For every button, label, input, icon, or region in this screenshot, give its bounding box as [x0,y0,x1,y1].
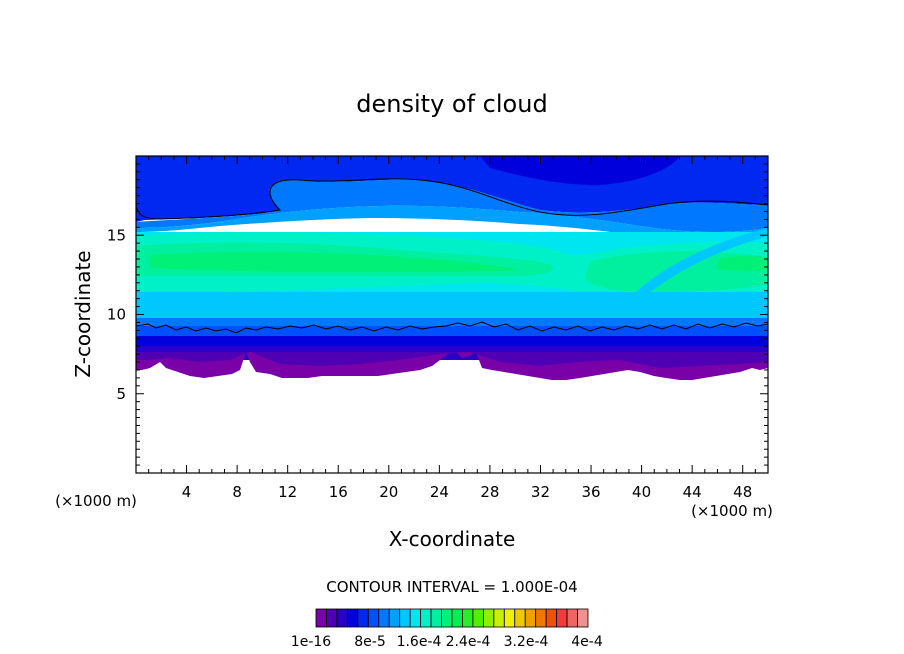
colorbar-swatch [524,608,537,628]
colorbar-swatch [430,608,442,628]
x-tick-label: 20 [379,483,398,501]
colorbar-swatch [503,608,516,628]
colorbar-label: 8e-5 [354,634,385,650]
band-dark-purple [136,352,768,368]
contour-field [136,156,768,473]
x-axis-title: X-coordinate [389,527,516,551]
x-unit-label-left: (×1000 m) [55,492,137,510]
x-tick-label: 28 [480,483,499,501]
y-tick-label: 15 [107,226,126,244]
plume-streak [612,228,768,322]
colorbar-labels: 1e-16 8e-5 1.6e-4 2.4e-4 3.2e-4 4e-4 [291,634,603,650]
x-tick-label: 48 [733,483,752,501]
band-light-blue [136,205,768,243]
colorbar-swatch [451,608,463,628]
x-tick-label: 4 [182,483,192,501]
contour-interval-label: CONTOUR INTERVAL = 1.000E-04 [326,578,577,596]
colorbar-label: 1.6e-4 [397,634,442,650]
colorbar-label: 3.2e-4 [504,634,549,650]
band-green-core [150,252,520,272]
x-tick-label: 40 [632,483,651,501]
band-lower-cyan [136,292,768,318]
band-upper-mid [136,179,768,233]
x-axis: 4 8 12 16 20 24 28 32 36 40 44 48 [148,156,756,501]
colorbar-swatch [315,608,327,628]
lower-contour-line [136,321,768,334]
y-tick-label: 10 [107,306,126,324]
x-tick-label: 8 [232,483,242,501]
colorbar-swatch [326,608,338,628]
colorbar-swatch [493,608,505,628]
colorbar-label: 1e-16 [291,634,331,650]
colorbar-label: 2.4e-4 [446,634,491,650]
colorbar-swatch [420,608,432,628]
colorbar-swatch [336,608,348,628]
colorbar-swatch [399,608,411,628]
colorbar-swatch [346,608,359,628]
x-tick-label: 24 [430,483,449,501]
colorbar-swatch [535,608,547,628]
colorbar-swatch [577,608,589,628]
x-tick-label: 12 [278,483,297,501]
colorbar-swatch [566,608,578,628]
colorbar-swatch [378,608,390,628]
colorbar-swatch [472,608,484,628]
colorbar-label: 4e-4 [571,634,603,650]
band-upper-darker [480,156,680,186]
x-unit-label-right: (×1000 m) [691,502,773,520]
colorbar-swatch [462,608,474,628]
y-axis: 5 10 15 [107,163,768,466]
colorbar-swatch [367,608,380,628]
colorbar-swatch [409,608,422,628]
x-tick-label: 32 [531,483,550,501]
y-tick-label: 5 [116,385,126,403]
upper-contour-line [136,178,768,220]
colorbar [315,608,589,628]
colorbar-swatch [545,608,558,628]
x-tick-label: 36 [581,483,600,501]
colorbar-swatch [514,608,526,628]
chart-title: density of cloud [356,90,547,118]
x-tick-label: 16 [329,483,348,501]
colorbar-swatch [482,608,495,628]
x-tick-label: 44 [683,483,702,501]
colorbar-swatch [357,608,369,628]
colorbar-swatch [388,608,401,628]
colorbar-swatch [556,608,568,628]
colorbar-swatch [441,608,453,628]
band-green-core-right [716,256,768,272]
y-axis-title: Z-coordinate [71,250,95,377]
